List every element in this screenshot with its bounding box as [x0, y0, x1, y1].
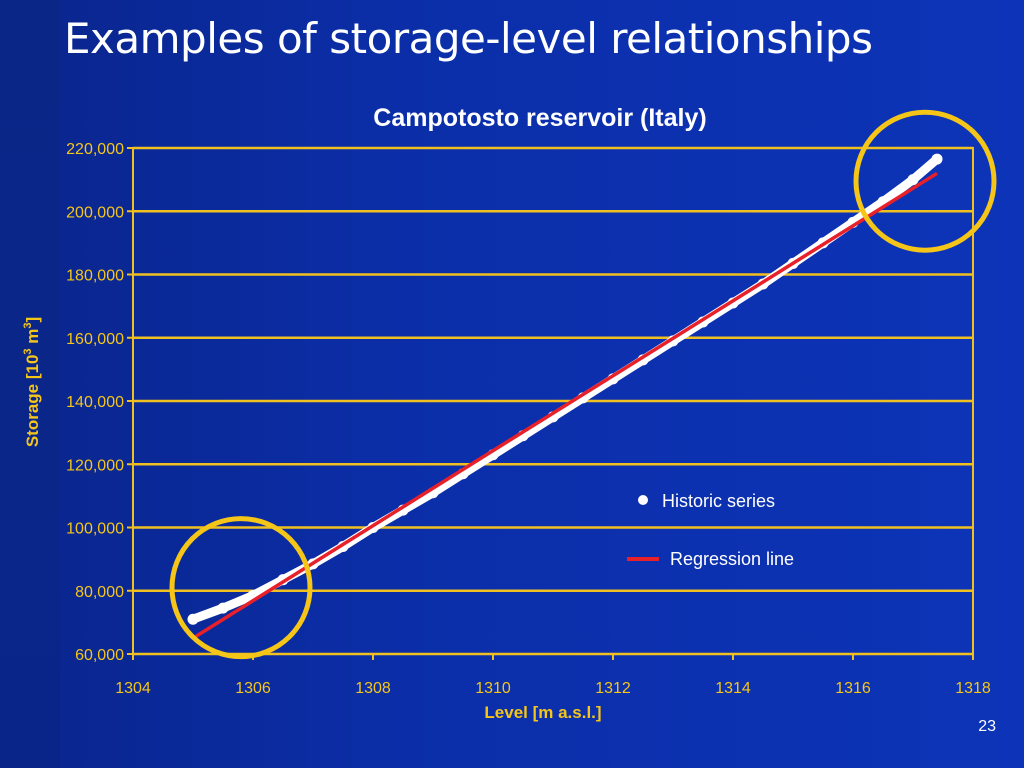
y-tick-label: 160,000: [66, 331, 124, 348]
legend-marker-historic-series: [638, 495, 648, 505]
y-axis-label-main: Storage [10: [23, 355, 42, 448]
highlight-circle: [169, 516, 313, 660]
y-tick-label: 140,000: [66, 394, 124, 411]
legend-label-historic-series: Historic series: [662, 491, 775, 511]
y-tick-label: 180,000: [66, 268, 124, 285]
y-axis-label-mid: m: [23, 329, 42, 349]
y-tick-label: 200,000: [66, 204, 124, 221]
x-tick-label: 1308: [355, 680, 391, 697]
y-axis-label-end: ]: [23, 317, 42, 323]
x-tick-label: 1310: [475, 680, 511, 697]
historic-series-point: [931, 153, 943, 165]
regression-line: [192, 171, 938, 640]
x-tick-label: 1318: [955, 680, 991, 697]
legend-label-regression-line: Regression line: [670, 549, 794, 569]
x-tick-label: 1316: [835, 680, 871, 697]
y-tick-label: 60,000: [75, 647, 124, 664]
historic-series-point: [217, 602, 229, 614]
legend: Historic series Regression line: [627, 491, 794, 569]
y-tick-label: 80,000: [75, 584, 124, 601]
x-axis-label: Level [m a.s.l.]: [484, 703, 601, 722]
historic-series-trace: [188, 154, 942, 624]
y-tick-label: 100,000: [66, 521, 124, 538]
slide-title: Examples of storage-level relationships: [64, 14, 873, 63]
page-number: 23: [978, 718, 996, 735]
x-tick-label: 1304: [115, 680, 151, 697]
x-tick-label: 1314: [715, 680, 751, 697]
y-axis-label: Storage [103 m3]: [22, 317, 42, 447]
x-tick-label: 1306: [235, 680, 271, 697]
highlight-circle: [853, 109, 997, 253]
x-tick-label: 1312: [595, 680, 631, 697]
y-tick-label: 220,000: [66, 141, 124, 158]
y-axis-label-sup1: 3: [22, 348, 34, 354]
chart-title: Campotosto reservoir (Italy): [373, 104, 706, 132]
y-tick-label: 120,000: [66, 457, 124, 474]
y-axis-label-sup2: 3: [22, 322, 34, 328]
left-decor-band: [0, 0, 60, 768]
historic-series-point: [187, 613, 199, 625]
historic-series-point: [907, 174, 919, 186]
